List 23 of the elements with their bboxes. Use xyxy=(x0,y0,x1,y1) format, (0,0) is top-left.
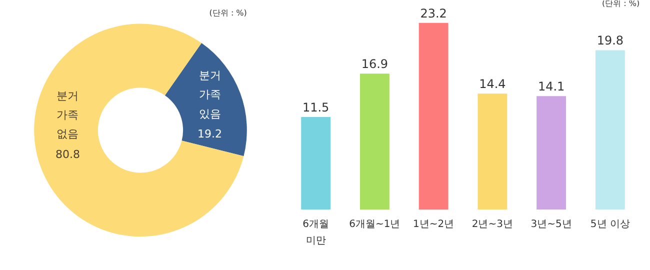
data-label: 11.5 xyxy=(302,100,330,114)
x-tick-label: 6개월~1년 xyxy=(349,218,400,230)
bar xyxy=(301,117,331,210)
x-tick-label: 1년~2년 xyxy=(413,218,454,230)
x-tick-label: 3년~5년 xyxy=(530,218,572,230)
data-label: 80.8 xyxy=(55,148,80,161)
slice-label: 분거 가족 있음 xyxy=(198,68,221,120)
bar xyxy=(478,94,508,210)
data-label: 16.9 xyxy=(361,56,388,71)
bar xyxy=(418,22,448,210)
x-tick-label: 6개월 미만 xyxy=(302,218,330,247)
slice-label: 분거 가족 없음 xyxy=(56,89,79,141)
data-label: 19.2 xyxy=(198,127,222,140)
data-label: 14.1 xyxy=(538,79,565,94)
data-label: 19.8 xyxy=(596,34,624,48)
text: (단위 : %) xyxy=(209,8,247,18)
x-tick-label: 2년~3년 xyxy=(472,218,513,230)
data-label: 14.4 xyxy=(479,77,506,92)
x-tick-label: 5년 이상 xyxy=(590,218,630,230)
data-label: 23.2 xyxy=(420,6,447,20)
bar xyxy=(360,74,390,210)
bar xyxy=(536,96,566,210)
bar xyxy=(595,50,625,210)
